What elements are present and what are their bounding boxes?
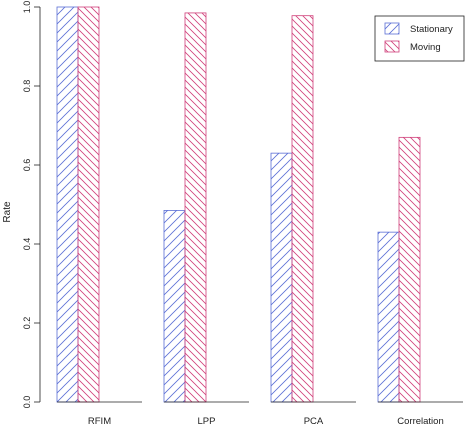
legend: Stationary Moving [374, 15, 465, 62]
bars [56, 6, 421, 403]
bar-moving-pca [291, 15, 314, 403]
y-tick-label: 0.8 [22, 80, 32, 93]
y-tick-label: 0.4 [22, 238, 32, 251]
bar-moving-correlation [398, 136, 421, 403]
bar-moving-lpp [184, 12, 207, 403]
x-tick-label: Correlation [397, 416, 443, 427]
legend-label-moving: Moving [410, 42, 441, 53]
x-tick-label: LPP [198, 416, 216, 427]
y-tick-label: 0.6 [22, 159, 32, 172]
legend-label-stationary: Stationary [410, 24, 453, 35]
y-axis: 0.0 0.2 0.4 0.6 0.8 1.0 [22, 1, 41, 409]
legend-swatch-moving [384, 40, 400, 53]
bar-stationary-rfim [56, 6, 79, 403]
legend-swatch-stationary [384, 22, 400, 35]
bar-moving-rfim [77, 6, 100, 403]
bar-stationary-pca [270, 152, 293, 403]
y-tick-label: 1.0 [22, 1, 32, 14]
bar-stationary-lpp [163, 210, 186, 403]
y-axis-label: Rate [2, 201, 13, 223]
x-tick-label: RFIM [88, 416, 111, 427]
y-tick-label: 0.2 [22, 317, 32, 330]
y-tick-label: 0.0 [22, 396, 32, 409]
x-tick-label: PCA [304, 416, 324, 427]
bar-stationary-correlation [377, 231, 400, 403]
x-axis: RFIM LPP PCA Correlation [57, 401, 463, 427]
